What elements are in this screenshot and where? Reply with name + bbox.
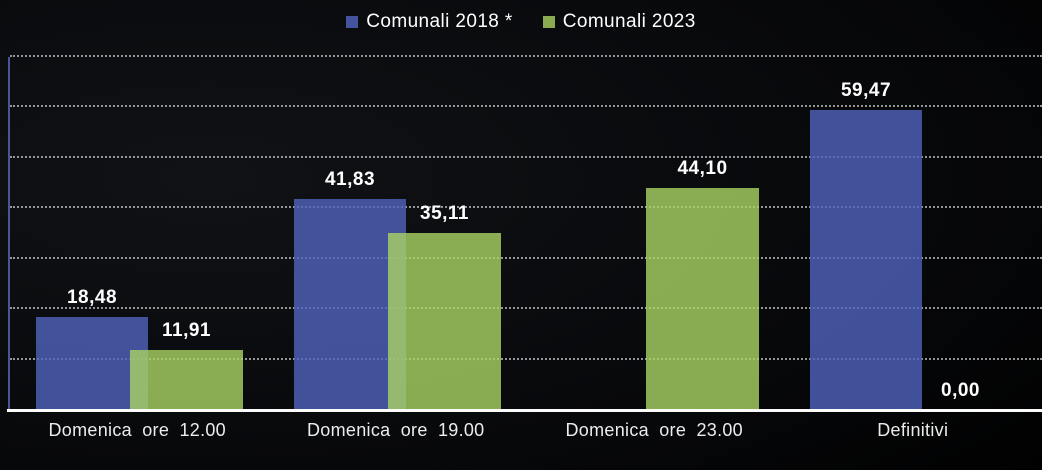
legend-swatch-comunali-2023-icon [542,16,555,28]
category-label-1: Domenica ore 19.00 [307,420,485,440]
bar-series-0-cat-1 [294,199,406,410]
legend-swatch-comunali-2018-icon [346,16,359,28]
value-label-series-0-cat-1: 41,83 [324,169,376,191]
gridline-30 [10,256,1042,259]
bar-series-0-cat-3 [810,110,922,410]
x-axis-category-labels: Domenica ore 12.00 Domenica ore 19.00 Dome… [8,420,1042,441]
category-label-3: Definitivi [877,420,949,440]
legend-item-comunali-2023: Comunali 2023 [542,11,696,33]
value-label-series-1-cat-3: 0,00 [941,380,980,401]
bar-series-1-cat-2 [646,187,759,410]
legend-label-comunali-2023: Comunali 2023 [562,11,696,32]
bar-series-0-cat-0 [36,316,148,410]
gridline-60 [10,105,1042,108]
gridline-70 [10,55,1042,57]
value-label-series-1-cat-1: 35,11 [420,202,469,224]
bar-group-0: 18,48 11,91 [10,57,268,410]
bar-series-1-cat-1 [388,232,501,410]
gridline-20 [10,307,1042,310]
value-label-series-0-cat-3: 59,47 [840,80,892,102]
category-label-2: Domenica ore 23.00 [565,420,743,440]
bar-series-1-cat-0 [130,349,243,410]
legend-item-comunali-2018: Comunali 2018 * [346,11,512,33]
value-label-series-1-cat-0: 11,91 [162,319,211,341]
gridline-40 [10,206,1042,209]
bar-group-1: 41,83 35,11 [268,57,526,410]
bar-group-3: 59,47 0,00 [784,57,1042,410]
gridline-10 [10,357,1042,360]
gridlines [10,55,1042,410]
category-label-0: Domenica ore 12.00 [48,420,226,440]
x-axis-line [7,409,1042,412]
legend-label-comunali-2018: Comunali 2018 * [366,11,513,32]
plot-area: 18,48 11,91 41,83 35,11 44,10 59,47 0,00 [8,55,1042,410]
value-label-series-0-cat-0: 18,48 [66,286,118,308]
gridline-50 [10,155,1042,158]
bar-groups: 18,48 11,91 41,83 35,11 44,10 59,47 0,00 [10,57,1042,410]
bar-group-2: 44,10 [526,57,784,410]
legend: Comunali 2018 * Comunali 2023 [0,11,1042,33]
value-label-series-1-cat-2: 44,10 [677,157,728,179]
